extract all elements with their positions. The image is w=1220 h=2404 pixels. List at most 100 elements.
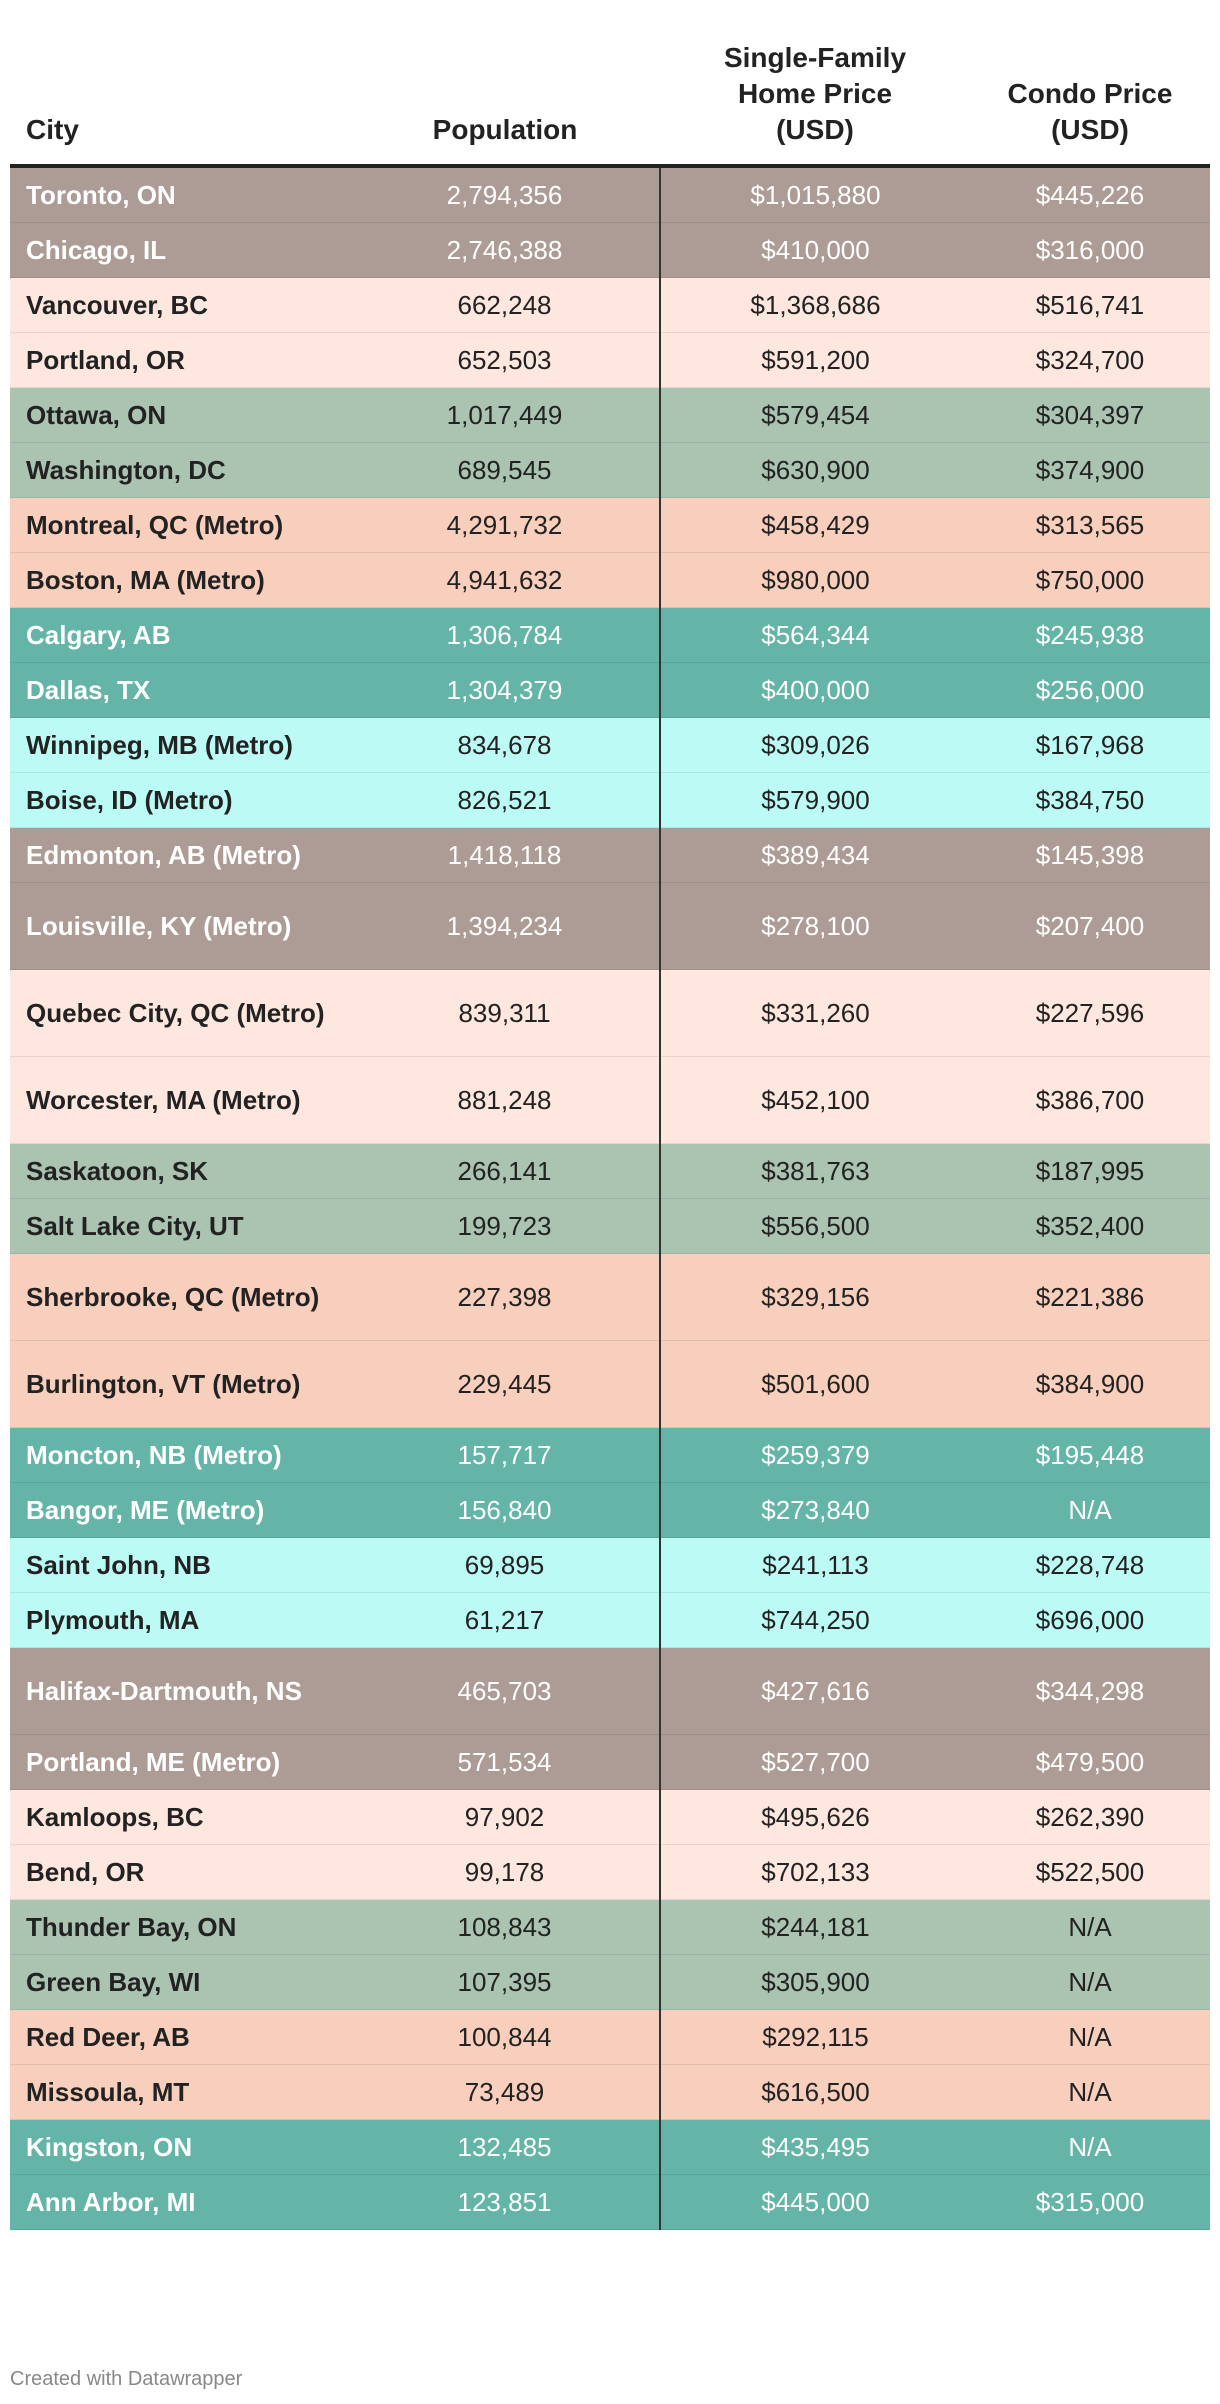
cell-population: 881,248: [350, 1056, 661, 1144]
cell-population: 73,489: [350, 2064, 661, 2120]
table-row: Salt Lake City, UT 199,723 $556,500 $352,40…: [10, 1198, 1210, 1254]
cell-home-price: $273,840: [660, 1482, 970, 1538]
cell-home-price: $389,434: [660, 827, 970, 883]
table-row: Halifax-Dartmouth, NS 465,703 $427,616 $344…: [10, 1647, 1210, 1735]
table-row: Kamloops, BC 97,902 $495,626 $262,390: [10, 1789, 1210, 1845]
cell-population: 132,485: [350, 2119, 661, 2175]
cell-home-price: $309,026: [660, 717, 970, 773]
table-row: Kingston, ON 132,485 $435,495 N/A: [10, 2119, 1210, 2175]
cell-city: Quebec City, QC (Metro): [10, 969, 350, 1057]
cell-population: 61,217: [350, 1592, 661, 1648]
cell-condo-price: N/A: [970, 2119, 1210, 2175]
cell-population: 157,717: [350, 1427, 661, 1483]
table-row: Bangor, ME (Metro) 156,840 $273,840 N/A: [10, 1482, 1210, 1538]
cell-condo-price: $304,397: [970, 387, 1210, 443]
cell-population: 1,394,234: [350, 882, 661, 970]
cell-city: Washington, DC: [10, 442, 350, 498]
cell-home-price: $1,015,880: [660, 166, 970, 223]
cell-condo-price: $227,596: [970, 969, 1210, 1057]
cell-city: Boise, ID (Metro): [10, 772, 350, 828]
cell-population: 662,248: [350, 277, 661, 333]
cell-condo-price: $145,398: [970, 827, 1210, 883]
table-row: Green Bay, WI 107,395 $305,900 N/A: [10, 1954, 1210, 2010]
cell-home-price: $445,000: [660, 2174, 970, 2230]
cell-condo-price: N/A: [970, 1899, 1210, 1955]
cell-population: 97,902: [350, 1789, 661, 1845]
table-row: Plymouth, MA 61,217 $744,250 $696,000: [10, 1592, 1210, 1648]
cell-population: 1,306,784: [350, 607, 661, 663]
cell-population: 571,534: [350, 1734, 661, 1790]
table-row: Saint John, NB 69,895 $241,113 $228,748: [10, 1537, 1210, 1593]
cell-city: Toronto, ON: [10, 166, 350, 223]
cell-home-price: $527,700: [660, 1734, 970, 1790]
cell-population: 100,844: [350, 2009, 661, 2065]
cell-condo-price: $187,995: [970, 1143, 1210, 1199]
cell-population: 4,941,632: [350, 552, 661, 608]
table-row: Edmonton, AB (Metro) 1,418,118 $389,434 $14…: [10, 827, 1210, 883]
table-row: Moncton, NB (Metro) 157,717 $259,379 $195,4…: [10, 1427, 1210, 1483]
cell-city: Bend, OR: [10, 1844, 350, 1900]
cell-condo-price: N/A: [970, 1482, 1210, 1538]
cell-home-price: $630,900: [660, 442, 970, 498]
cell-city: Red Deer, AB: [10, 2009, 350, 2065]
footer-credit: Created with Datawrapper: [10, 2368, 243, 2390]
table-header: City Population Single-Family Home Price…: [10, 40, 1210, 168]
cell-condo-price: $445,226: [970, 166, 1210, 223]
cell-home-price: $435,495: [660, 2119, 970, 2175]
cell-condo-price: $207,400: [970, 882, 1210, 970]
cell-population: 652,503: [350, 332, 661, 388]
table-row: Thunder Bay, ON 108,843 $244,181 N/A: [10, 1899, 1210, 1955]
table-row: Montreal, QC (Metro) 4,291,732 $458,429 $31…: [10, 497, 1210, 553]
table-row: Portland, ME (Metro) 571,534 $527,700 $479,…: [10, 1734, 1210, 1790]
cell-population: 108,843: [350, 1899, 661, 1955]
cell-city: Boston, MA (Metro): [10, 552, 350, 608]
cell-condo-price: $384,750: [970, 772, 1210, 828]
cell-city: Portland, ME (Metro): [10, 1734, 350, 1790]
cell-home-price: $579,900: [660, 772, 970, 828]
cell-city: Saskatoon, SK: [10, 1143, 350, 1199]
cell-city: Ottawa, ON: [10, 387, 350, 443]
cell-city: Chicago, IL: [10, 222, 350, 278]
table-row: Portland, OR 652,503 $591,200 $324,700: [10, 332, 1210, 388]
cell-home-price: $744,250: [660, 1592, 970, 1648]
cell-condo-price: N/A: [970, 1954, 1210, 2010]
table-row: Dallas, TX 1,304,379 $400,000 $256,000: [10, 662, 1210, 718]
cell-city: Vancouver, BC: [10, 277, 350, 333]
cell-condo-price: $256,000: [970, 662, 1210, 718]
cell-condo-price: $324,700: [970, 332, 1210, 388]
cell-home-price: $259,379: [660, 1427, 970, 1483]
cell-population: 689,545: [350, 442, 661, 498]
cell-population: 123,851: [350, 2174, 661, 2230]
cell-population: 834,678: [350, 717, 661, 773]
cell-city: Halifax-Dartmouth, NS: [10, 1647, 350, 1735]
column-header-population: Population: [350, 40, 660, 168]
data-table: City Population Single-Family Home Price…: [10, 40, 1210, 2230]
cell-city: Calgary, AB: [10, 607, 350, 663]
table-row: Toronto, ON 2,794,356 $1,015,880 $445,226: [10, 166, 1210, 223]
cell-home-price: $305,900: [660, 1954, 970, 2010]
cell-home-price: $495,626: [660, 1789, 970, 1845]
cell-population: 156,840: [350, 1482, 661, 1538]
table-row: Vancouver, BC 662,248 $1,368,686 $516,741: [10, 277, 1210, 333]
cell-city: Green Bay, WI: [10, 1954, 350, 2010]
cell-city: Edmonton, AB (Metro): [10, 827, 350, 883]
cell-population: 69,895: [350, 1537, 661, 1593]
cell-home-price: $400,000: [660, 662, 970, 718]
table-row: Saskatoon, SK 266,141 $381,763 $187,995: [10, 1143, 1210, 1199]
table-row: Bend, OR 99,178 $702,133 $522,500: [10, 1844, 1210, 1900]
table-row: Ann Arbor, MI 123,851 $445,000 $315,000: [10, 2174, 1210, 2230]
cell-home-price: $452,100: [660, 1056, 970, 1144]
cell-population: 1,017,449: [350, 387, 661, 443]
cell-home-price: $556,500: [660, 1198, 970, 1254]
table-row: Red Deer, AB 100,844 $292,115 N/A: [10, 2009, 1210, 2065]
cell-home-price: $591,200: [660, 332, 970, 388]
cell-condo-price: $245,938: [970, 607, 1210, 663]
table-row: Quebec City, QC (Metro) 839,311 $331,260 $2…: [10, 969, 1210, 1057]
cell-condo-price: $374,900: [970, 442, 1210, 498]
cell-population: 2,746,388: [350, 222, 661, 278]
table-body: Toronto, ON 2,794,356 $1,015,880 $445,226 Ch…: [10, 166, 1210, 2230]
cell-condo-price: $344,298: [970, 1647, 1210, 1735]
cell-population: 839,311: [350, 969, 661, 1057]
cell-home-price: $458,429: [660, 497, 970, 553]
